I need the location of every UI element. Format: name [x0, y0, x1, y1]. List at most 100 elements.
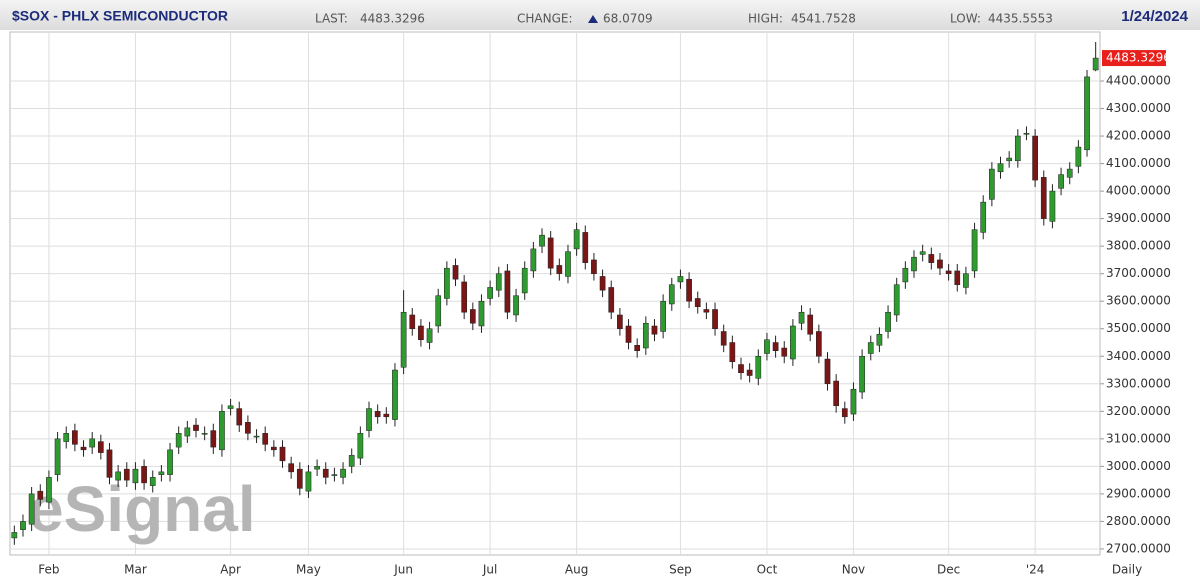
last-label: LAST: — [315, 12, 348, 26]
candle-body — [201, 433, 208, 435]
candle-body — [694, 298, 701, 307]
chart-date: 1/24/2024 — [1121, 8, 1188, 25]
watermark: eSignal — [28, 473, 256, 545]
candle-body — [314, 466, 320, 470]
y-tick-label: 4000.0000 — [1106, 184, 1171, 198]
candle-body — [236, 408, 243, 426]
candle-body — [971, 229, 978, 272]
candle-body — [651, 325, 658, 335]
candle-body — [340, 468, 346, 478]
candle-body — [348, 455, 355, 467]
candle-body — [1014, 135, 1021, 162]
candle-body — [954, 270, 961, 285]
chart-title: $SOX - PHLX SEMICONDUCTOR — [12, 8, 228, 24]
y-tick-label: 3900.0000 — [1106, 211, 1171, 225]
low-label: LOW: — [950, 12, 981, 26]
candle-body — [1066, 168, 1073, 178]
last-price-label: 4483.3296 — [1106, 51, 1171, 65]
candle-body — [123, 468, 130, 481]
candle-body — [893, 284, 900, 316]
interval-label: Daily — [1112, 563, 1142, 577]
y-tick-label: 4300.0000 — [1106, 101, 1171, 115]
candle-body — [876, 333, 883, 346]
candle-body — [824, 358, 831, 385]
candle-body — [97, 441, 104, 453]
candle-body — [738, 364, 744, 374]
candle-body — [937, 259, 943, 269]
candle-body — [227, 405, 234, 409]
candle-body — [686, 278, 692, 302]
candle-body — [141, 466, 147, 484]
candle-body — [902, 267, 909, 283]
x-tick-label: Nov — [842, 563, 865, 577]
candle-body — [331, 474, 338, 476]
candle-body — [755, 356, 762, 379]
y-tick-label: 3100.0000 — [1106, 431, 1171, 445]
candle-body — [322, 468, 329, 478]
candle-body — [608, 287, 615, 313]
candle-body — [305, 471, 312, 492]
candle-body — [366, 408, 372, 431]
candle-body — [392, 369, 398, 420]
candle-body — [1084, 76, 1090, 151]
x-tick-label: May — [296, 563, 321, 577]
x-tick-label: Sep — [669, 563, 692, 577]
candle-body — [997, 163, 1004, 173]
candle-body — [573, 229, 580, 250]
candle-body — [582, 232, 589, 263]
candle-body — [833, 380, 839, 407]
candle-body — [781, 347, 788, 357]
x-tick-label: Mar — [124, 563, 147, 577]
candle-body — [668, 284, 675, 305]
candle-body — [1023, 133, 1030, 135]
x-tick-label: Dec — [937, 563, 960, 577]
header-bar — [0, 0, 1200, 30]
x-tick-label: Feb — [38, 563, 59, 577]
candle-body — [807, 314, 814, 335]
candle-body — [435, 295, 442, 327]
candle-body — [1006, 157, 1013, 162]
candle-body — [469, 309, 476, 324]
candle-body — [409, 314, 416, 329]
candle-body — [599, 276, 606, 291]
candle-body — [790, 325, 796, 360]
y-tick-label: 3000.0000 — [1106, 459, 1171, 473]
low-value: 4435.5553 — [988, 12, 1053, 26]
candle-body — [495, 273, 502, 291]
candle-body — [963, 273, 969, 288]
candle-body — [504, 270, 511, 313]
candle-body — [72, 430, 78, 445]
candle-body — [175, 433, 182, 448]
candle-body — [132, 468, 139, 484]
candle-body — [591, 259, 597, 274]
y-tick-label: 3800.0000 — [1106, 239, 1171, 253]
candle-body — [279, 446, 286, 462]
y-tick-label: 3300.0000 — [1106, 376, 1171, 390]
candle-body — [850, 389, 857, 415]
candle-body — [461, 281, 468, 313]
candle-body — [677, 276, 684, 283]
candle-body — [28, 493, 35, 525]
candle-body — [426, 328, 433, 343]
candle-body — [46, 477, 52, 503]
candle-body — [11, 532, 18, 539]
candle-body — [487, 287, 493, 299]
x-tick-label: Oct — [757, 563, 778, 577]
candle-body — [1058, 174, 1064, 189]
candle-body — [1075, 146, 1082, 167]
plot-frame — [9, 31, 1101, 556]
candle-body — [219, 411, 225, 451]
y-tick-label: 3500.0000 — [1106, 321, 1171, 335]
x-tick-label: '24 — [1026, 563, 1045, 577]
candle-body — [634, 344, 641, 352]
candle-body — [54, 438, 61, 475]
y-tick-label: 3600.0000 — [1106, 294, 1171, 308]
candle-body — [184, 427, 191, 437]
candle-body — [565, 251, 571, 277]
candle-body — [296, 468, 303, 489]
candle-body — [288, 463, 294, 473]
candle-body — [989, 168, 995, 200]
candle-body — [89, 438, 96, 448]
candle-body — [149, 477, 156, 486]
candle-body — [867, 342, 874, 354]
